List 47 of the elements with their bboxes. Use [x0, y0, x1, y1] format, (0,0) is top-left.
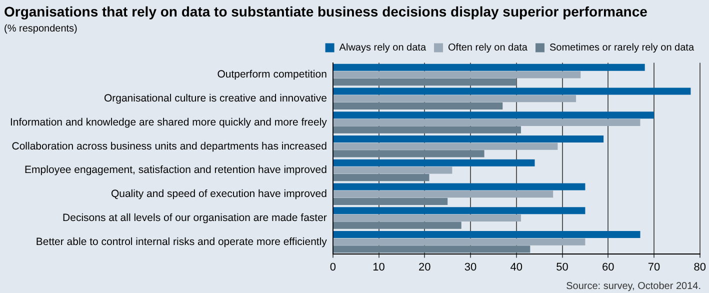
- bar: [333, 231, 640, 238]
- text: (% respondents): [4, 24, 78, 35]
- bar: [333, 118, 640, 126]
- bar: [333, 136, 604, 143]
- bar: [333, 102, 503, 110]
- bar: [333, 214, 521, 222]
- x-tick-label: 20: [418, 261, 431, 274]
- x-tick-label: 60: [602, 261, 614, 274]
- bar: [333, 222, 462, 229]
- x-tick-label: 70: [648, 261, 660, 274]
- bar: [333, 238, 586, 246]
- x-tick-label: 30: [464, 261, 477, 274]
- bar: [333, 150, 484, 158]
- bar: [333, 142, 558, 150]
- bar: [333, 64, 645, 71]
- bar: [333, 126, 521, 134]
- y-tick-label: Outperform competition: [217, 68, 328, 81]
- bar: [333, 159, 535, 166]
- legend-label: Often rely on data: [448, 42, 528, 54]
- legend-label: Sometimes or rarely rely on data: [550, 42, 694, 54]
- bar: [333, 95, 576, 102]
- bar: [333, 174, 430, 182]
- source-note: Source: survey, October 2014.: [566, 280, 701, 292]
- y-tick-label: Decisons at all levels of our organisation are made faster: [62, 212, 328, 224]
- bar: [333, 198, 448, 205]
- y-tick-label: Information and knowledge are shared more quickly and more freely: [10, 116, 328, 128]
- bar: [333, 71, 581, 78]
- y-tick-label: Organisational culture is creative and innovative: [104, 92, 328, 105]
- x-tick-label: 40: [510, 261, 523, 274]
- bar: [333, 88, 691, 95]
- bar: [333, 207, 586, 214]
- x-tick-label: 50: [556, 261, 568, 274]
- y-tick-label: Better able to control internal risks and operate more efficiently: [36, 236, 328, 248]
- legend-label: Always rely on data: [339, 42, 426, 54]
- bar: [333, 183, 586, 190]
- x-tick-label: 10: [372, 261, 385, 274]
- bar: [333, 166, 452, 174]
- x-tick-label: 80: [694, 261, 706, 274]
- bar: [333, 190, 554, 198]
- chart-title: Organisations that rely on data to substantiate business decisions display superior performance: [4, 3, 648, 20]
- x-tick-label: 0: [330, 261, 336, 274]
- y-tick-label: Collaboration across business units and departments has increased: [12, 140, 328, 152]
- bar: [333, 246, 530, 253]
- bar: [333, 78, 516, 86]
- y-tick-label: Employee engagement, satisfaction and retention have improved: [24, 164, 328, 176]
- bar: [333, 112, 654, 119]
- y-tick-label: Quality and speed of execution have improved: [110, 188, 328, 200]
